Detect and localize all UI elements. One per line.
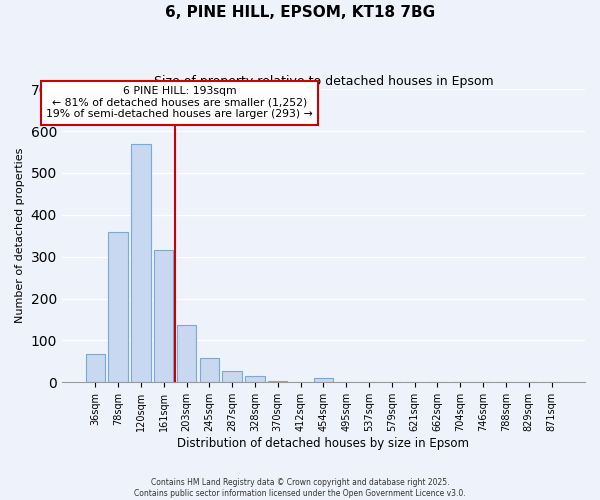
Bar (177, 325, 196, 382)
Bar (245, 376, 265, 382)
Bar (109, 232, 128, 382)
Bar (131, 144, 151, 382)
Title: Size of property relative to detached houses in Epsom: Size of property relative to detached ho… (154, 75, 493, 88)
Bar (200, 358, 219, 382)
Text: 6 PINE HILL: 193sqm
← 81% of detached houses are smaller (1,252)
19% of semi-det: 6 PINE HILL: 193sqm ← 81% of detached ho… (46, 86, 313, 119)
X-axis label: Distribution of detached houses by size in Epsom: Distribution of detached houses by size … (178, 437, 469, 450)
Bar (86, 354, 105, 382)
Text: 6, PINE HILL, EPSOM, KT18 7BG: 6, PINE HILL, EPSOM, KT18 7BG (165, 5, 435, 20)
Text: Contains HM Land Registry data © Crown copyright and database right 2025.
Contai: Contains HM Land Registry data © Crown c… (134, 478, 466, 498)
Bar (154, 250, 173, 382)
Bar (223, 371, 242, 382)
Y-axis label: Number of detached properties: Number of detached properties (15, 148, 25, 324)
Bar (268, 381, 287, 382)
Bar (314, 378, 333, 382)
